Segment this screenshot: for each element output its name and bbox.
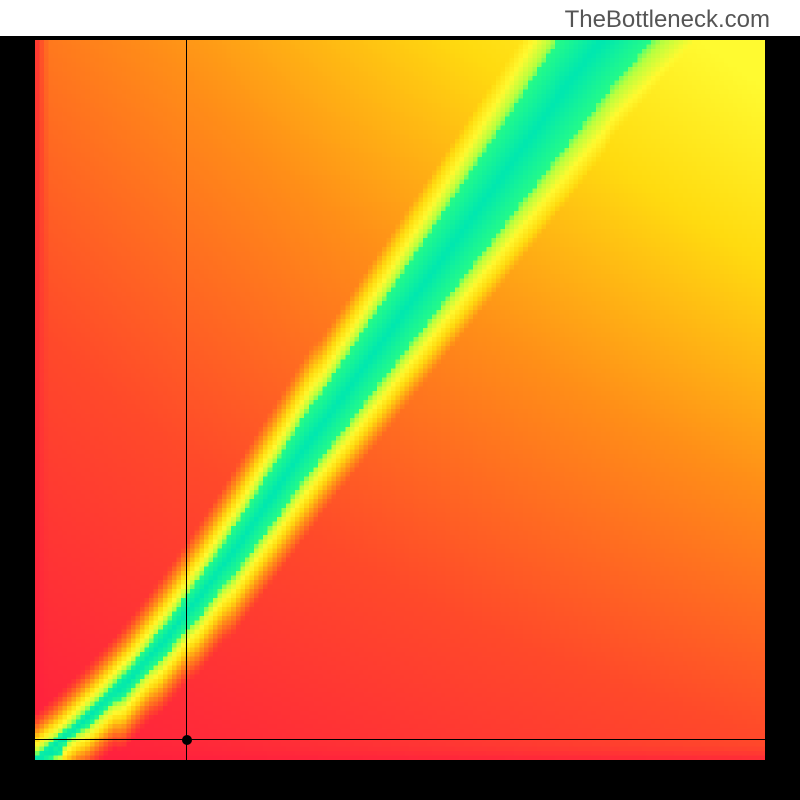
crosshair-vertical [186, 40, 187, 760]
bottleneck-heatmap [35, 40, 765, 760]
crosshair-horizontal [35, 739, 765, 740]
crosshair-marker-dot [182, 735, 192, 745]
watermark: TheBottleneck.com [565, 6, 770, 34]
